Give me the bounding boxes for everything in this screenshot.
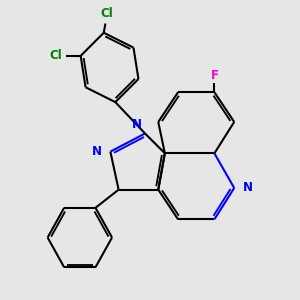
Text: Cl: Cl: [50, 50, 62, 62]
Text: N: N: [92, 145, 101, 158]
Text: F: F: [210, 68, 218, 82]
Text: Cl: Cl: [101, 7, 113, 20]
Text: N: N: [132, 118, 142, 131]
Text: N: N: [243, 182, 253, 194]
